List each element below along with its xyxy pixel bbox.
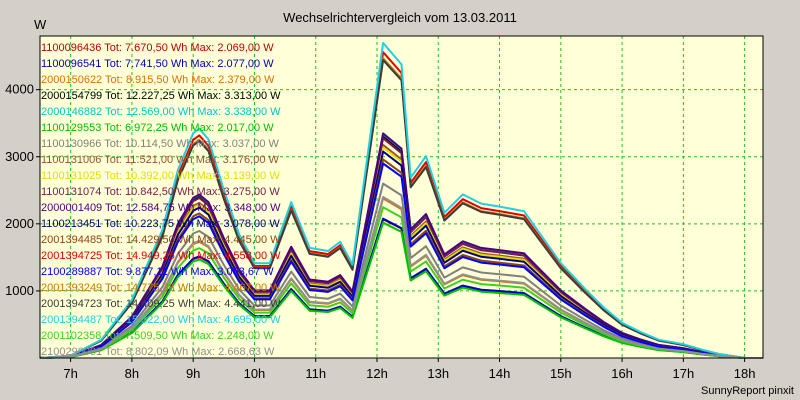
legend-entry-4: 2000154799 Tot: 12.227,25 Wh Max: 3.313,… bbox=[41, 90, 281, 102]
plot-frame bbox=[39, 35, 764, 359]
series-line-7 bbox=[39, 182, 763, 359]
x-tick-label: 12h bbox=[366, 366, 388, 381]
x-tick-label: 13h bbox=[427, 366, 449, 381]
series-line-18 bbox=[39, 42, 763, 359]
legend-entry-11: 2000001409 Tot: 12.584,75 Wh Max: 3.348,… bbox=[41, 202, 281, 214]
legend: 1100096436 Tot: 7.670,50 Wh Max: 2.069,0… bbox=[41, 42, 281, 358]
legend-entry-5: 2000146882 Tot: 12.569,00 Wh Max: 3.338,… bbox=[41, 106, 281, 118]
legend-entry-17: 2001394723 Tot: 14.409,25 Wh Max: 4.441,… bbox=[41, 298, 281, 310]
series-line-15 bbox=[39, 162, 763, 359]
x-tick-label: 7h bbox=[63, 366, 77, 381]
y-tick-label: 1000 bbox=[5, 283, 34, 298]
legend-entry-12: 1100213451 Tot: 10.223,75 Wh Max: 3.078,… bbox=[41, 218, 280, 230]
x-tick-label: 16h bbox=[611, 366, 633, 381]
x-tick-label: 14h bbox=[489, 366, 511, 381]
legend-entry-2: 1100096541 Tot: 7.741,50 Wh Max: 2.077,0… bbox=[41, 58, 274, 70]
legend-entry-13: 2001394485 Tot: 14.429,50 Wh Max: 4.445,… bbox=[41, 234, 281, 246]
legend-entry-16: 2001393249 Tot: 14.775,38 Wh Max: 4.467,… bbox=[41, 282, 281, 294]
series-line-20 bbox=[39, 196, 763, 359]
series-line-6 bbox=[39, 221, 763, 359]
series-line-17 bbox=[39, 59, 763, 359]
legend-entry-18: 2001394487 Tot: 15.322,00 Wh Max: 4.695,… bbox=[41, 314, 281, 326]
x-tick-label: 15h bbox=[550, 366, 572, 381]
x-tick-label: 11h bbox=[305, 366, 326, 381]
x-tick-label: 8h bbox=[125, 366, 139, 381]
footer-credit: SunnyReport pinxit bbox=[701, 385, 794, 397]
legend-entry-1: 1100096436 Tot: 7.670,50 Wh Max: 2.069,0… bbox=[41, 42, 274, 54]
legend-entry-15: 2100289887 Tot: 9.877,11 Wh Max: 3.063,6… bbox=[41, 266, 274, 278]
legend-entry-14: 2001394725 Tot: 14.949,25 Wh Max: 4.558,… bbox=[41, 250, 281, 262]
x-tick-label: 9h bbox=[186, 366, 200, 381]
legend-entry-20: 2100290091 Tot: 8.802,09 Wh Max: 2.668,6… bbox=[41, 346, 275, 358]
x-tick-label: 17h bbox=[672, 366, 694, 381]
y-tick-label: 4000 bbox=[5, 82, 34, 97]
y-tick-label: 3000 bbox=[5, 149, 34, 164]
axes: 7h 8h 9h 10h 11h 12h 13h 14h 15h 16h 17h 18h 1000 200… bbox=[5, 35, 764, 381]
series-line-11 bbox=[39, 132, 763, 359]
legend-entry-7: 1100130966 Tot: 10.114,50 Wh Max: 3.037,… bbox=[41, 138, 280, 150]
legend-entry-6: 1100129553 Tot: 6.972,25 Wh Max: 2.017,0… bbox=[41, 122, 274, 134]
y-tick-label: 2000 bbox=[5, 216, 34, 231]
legend-entry-10: 1100131074 Tot: 10.842,50 Wh Max: 3.275,… bbox=[41, 186, 280, 198]
legend-entry-9: 1100131025 Tot: 10.392,00 Wh Max: 3.139,… bbox=[41, 170, 280, 182]
chart-title: Wechselrichtervergleich vom 13.03.2011 bbox=[283, 10, 517, 25]
legend-entry-3: 2000150622 Tot: 8.915,50 Wh Max: 2.379,0… bbox=[41, 74, 275, 86]
y-axis-unit-label: W bbox=[34, 17, 47, 32]
x-tick-label: 10h bbox=[244, 366, 266, 381]
x-tick-label: 18h bbox=[734, 366, 756, 381]
legend-entry-8: 1100131006 Tot: 11.521,00 Wh Max: 3.176,… bbox=[41, 154, 280, 166]
series-lines bbox=[39, 42, 763, 359]
legend-entry-19: 2001102358 Tot: 7.509,50 Wh Max: 2.248,0… bbox=[41, 330, 274, 342]
